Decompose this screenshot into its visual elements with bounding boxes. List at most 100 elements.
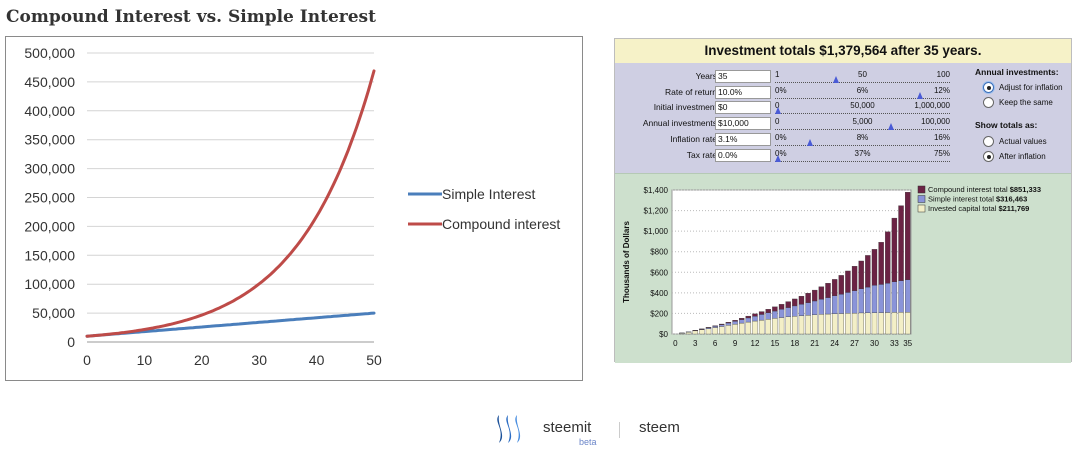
y-tick-label: $400 bbox=[650, 289, 668, 298]
compound-interest-total-bar bbox=[778, 304, 785, 310]
compound-interest-point bbox=[345, 157, 346, 158]
compound-interest-point bbox=[115, 333, 116, 334]
x-tick-label: 0 bbox=[83, 352, 91, 368]
slider-min-label: 1 bbox=[775, 70, 780, 79]
simple-interest-total-bar bbox=[745, 317, 752, 323]
slider-thumb[interactable] bbox=[775, 107, 781, 115]
compound-interest-point bbox=[230, 302, 231, 303]
brand-divider bbox=[619, 422, 620, 438]
slider-max-label: 75% bbox=[933, 148, 950, 158]
control-row-inflation-rate: Inflation rate 3.1% 0% 8% 16% bbox=[615, 132, 975, 148]
x-tick-label: 9 bbox=[733, 339, 738, 348]
tax-rate-input[interactable]: 0.0% bbox=[715, 148, 771, 162]
inflation-rate-slider[interactable]: 0% 8% 16% bbox=[775, 133, 950, 148]
invested-capital-total-bar bbox=[745, 321, 752, 335]
x-tick-label: 35 bbox=[903, 339, 912, 348]
invested-capital-total-bar bbox=[772, 318, 778, 335]
simple-interest-point bbox=[230, 324, 231, 325]
legend-label-compound-interest: Compound interest bbox=[442, 216, 560, 232]
slider-thumb[interactable] bbox=[887, 123, 894, 131]
simple-interest-total-bar bbox=[898, 280, 904, 313]
x-tick-label: 18 bbox=[790, 339, 799, 348]
simple-interest-total-bar bbox=[772, 310, 778, 319]
slider-thumb[interactable] bbox=[775, 154, 781, 162]
y-tick-label: 200,000 bbox=[24, 218, 75, 234]
radio-button[interactable] bbox=[983, 151, 994, 162]
simple-interest-total-bar bbox=[891, 281, 898, 313]
invested-capital-total-bar bbox=[898, 312, 904, 335]
invested-capital-total-bar bbox=[705, 328, 712, 335]
tax-rate-slider[interactable]: 0% 37% 75% bbox=[775, 149, 950, 164]
invested-capital-total-bar bbox=[812, 314, 818, 335]
compound-interest-point bbox=[201, 315, 202, 316]
radio-button[interactable] bbox=[983, 82, 994, 93]
x-tick-label: 24 bbox=[830, 339, 839, 348]
slider-thumb[interactable] bbox=[916, 91, 923, 99]
legend-total-simple-interest-total: $316,463 bbox=[996, 195, 1027, 204]
annual-investments-input[interactable]: $10,000 bbox=[715, 117, 771, 131]
simple-interest-total-bar bbox=[719, 324, 725, 327]
compound-interest-total-bar bbox=[871, 249, 878, 286]
simple-interest-total-bar bbox=[831, 295, 838, 314]
page-title: Compound Interest vs. Simple Interest bbox=[6, 7, 376, 27]
radio-label: Adjust for inflation bbox=[999, 83, 1063, 92]
slider-mid-label: 37% bbox=[854, 148, 871, 158]
simple-interest-total-bar bbox=[878, 284, 884, 313]
brand-beta-label: beta bbox=[579, 437, 597, 447]
y-axis-label: Thousands of Dollars bbox=[622, 221, 631, 303]
simple-interest-point bbox=[374, 313, 375, 314]
compound-interest-total-bar bbox=[765, 309, 771, 313]
y-tick-label: $0 bbox=[659, 330, 668, 339]
x-tick-label: 50 bbox=[366, 352, 382, 368]
legend-label-invested-capital-total: Invested capital total $211,769 bbox=[928, 204, 1029, 213]
x-tick-label: 10 bbox=[137, 352, 153, 368]
slider-thumb[interactable] bbox=[807, 138, 814, 146]
slider-thumb[interactable] bbox=[833, 76, 840, 83]
slider-mid-label: 5,000 bbox=[852, 117, 873, 127]
slider-mid-label: 8% bbox=[856, 132, 869, 142]
stacked-bar-chart-svg: $1,400 $1,200 $1,000 $800 $600 $400 $200 $0 Thou… bbox=[622, 185, 1041, 348]
y-tick-label: 500,000 bbox=[24, 45, 75, 61]
simple-interest-total-bar bbox=[851, 290, 858, 314]
invested-capital-total-bar bbox=[778, 317, 785, 335]
simple-interest-point bbox=[173, 329, 174, 330]
radio-button[interactable] bbox=[983, 136, 994, 147]
line-chart-svg: 0 50,000 100,000 150,000 200,000 250,000 300,0… bbox=[24, 45, 560, 368]
invested-capital-total-bar bbox=[732, 324, 738, 335]
brand-token-link[interactable]: steem bbox=[639, 419, 680, 436]
x-tick-label: 15 bbox=[770, 339, 779, 348]
slider-min-label: 0 bbox=[775, 101, 780, 111]
radio-button[interactable] bbox=[983, 97, 994, 108]
initial-investment-input[interactable]: $0 bbox=[715, 101, 771, 115]
brand-bar: steemit beta steem bbox=[493, 410, 693, 450]
inflation-rate-input[interactable]: 3.1% bbox=[715, 132, 771, 146]
compound-interest-total-bar bbox=[905, 192, 911, 280]
rate-of-return-slider[interactable]: 0% 6% 12% bbox=[775, 86, 950, 101]
initial-investment-slider[interactable]: 0 50,000 1,000,000 bbox=[775, 101, 950, 116]
simple-interest-point bbox=[345, 315, 346, 316]
annual-investments-title: Annual investments: bbox=[975, 67, 1059, 77]
invested-capital-total-bar bbox=[825, 313, 831, 335]
years-slider[interactable]: 1 50 100 bbox=[775, 70, 950, 85]
simple-interest-total-bar bbox=[792, 305, 798, 317]
compound-interest-total-bar bbox=[732, 320, 738, 322]
x-tick-label: 0 bbox=[673, 339, 678, 348]
years-input[interactable]: 35 bbox=[715, 70, 771, 83]
y-tick-label: 0 bbox=[67, 334, 75, 350]
simple-interest-point bbox=[287, 320, 288, 321]
investment-totals-header: Investment totals $1,379,564 after 35 ye… bbox=[615, 39, 1071, 63]
x-tick-label: 20 bbox=[194, 352, 210, 368]
compound-interest-total-bar bbox=[845, 270, 851, 293]
steemit-logo-icon bbox=[497, 415, 521, 443]
compound-interest-total-bar bbox=[878, 242, 884, 285]
compound-interest-total-bar bbox=[745, 315, 752, 319]
control-row-tax-rate: Tax rate 0.0% 0% 37% 75% bbox=[615, 148, 975, 164]
show-totals-title: Show totals as: bbox=[975, 120, 1038, 130]
annual-investments-slider[interactable]: 0 5,000 100,000 bbox=[775, 117, 950, 132]
legend-swatch-compound-interest-total bbox=[917, 185, 926, 194]
rate-of-return-input[interactable]: 10.0% bbox=[715, 85, 771, 99]
simple-interest-point bbox=[259, 322, 260, 323]
control-row-initial-investment: Initial investment $0 0 50,000 1,000,000 bbox=[615, 101, 975, 116]
invested-capital-total-bar bbox=[905, 312, 911, 335]
brand-name[interactable]: steemit bbox=[543, 419, 592, 436]
